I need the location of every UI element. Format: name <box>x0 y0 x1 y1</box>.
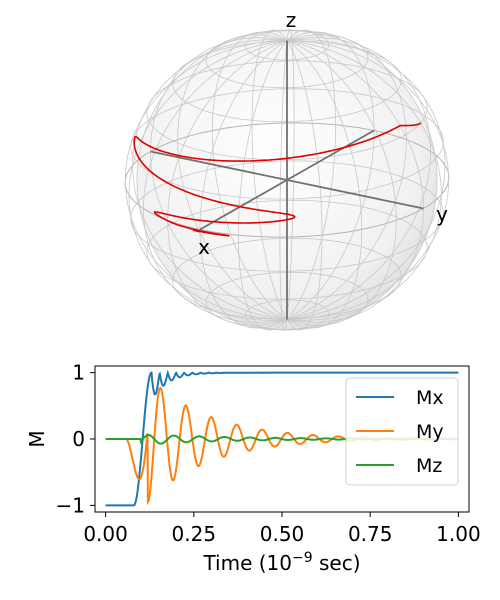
meridian-line <box>237 29 337 331</box>
meridian-line <box>142 37 431 323</box>
bloch-sphere: z y x <box>124 8 450 332</box>
x-tick-label: 1.00 <box>436 522 481 546</box>
y-tick-label: 0 <box>72 427 85 451</box>
y-axis-title: M <box>25 430 49 447</box>
x-tick-label: 0.00 <box>83 522 128 546</box>
series-line-mx <box>105 369 459 507</box>
x-axis-ticks: 0.00 0.25 0.50 0.75 1.00 <box>83 512 481 546</box>
y-tick-label: 1 <box>72 361 85 385</box>
z-axis-label: z <box>286 8 297 32</box>
y-axis-label: y <box>436 202 448 226</box>
x-tick-label: 0.25 <box>172 522 217 546</box>
legend-box <box>345 377 459 486</box>
legend-label-mx: Mx <box>416 387 444 409</box>
meridian-line <box>251 29 323 331</box>
legend: Mx My Mz <box>345 377 459 486</box>
meridian-line <box>124 40 450 320</box>
magnetization-trajectory <box>133 122 422 237</box>
legend-label-mz: Mz <box>416 455 442 477</box>
x-axis-title: Time (10−9 sec) <box>202 550 360 575</box>
magnetization-time-plot: 0.00 0.25 0.50 0.75 1.00 −1 0 1 Mx My Mz Time … <box>25 361 481 575</box>
x-tick-label: 0.50 <box>260 522 305 546</box>
meridian-line <box>128 39 446 321</box>
meridian-line <box>279 28 295 332</box>
meridian-line <box>177 34 397 326</box>
meridian-line <box>211 31 363 329</box>
x-tick-label: 0.75 <box>348 522 393 546</box>
x-axis-label: x <box>198 235 210 259</box>
legend-label-my: My <box>416 421 444 443</box>
y-tick-label: −1 <box>56 493 85 517</box>
y-axis-ticks: −1 0 1 <box>56 361 95 517</box>
